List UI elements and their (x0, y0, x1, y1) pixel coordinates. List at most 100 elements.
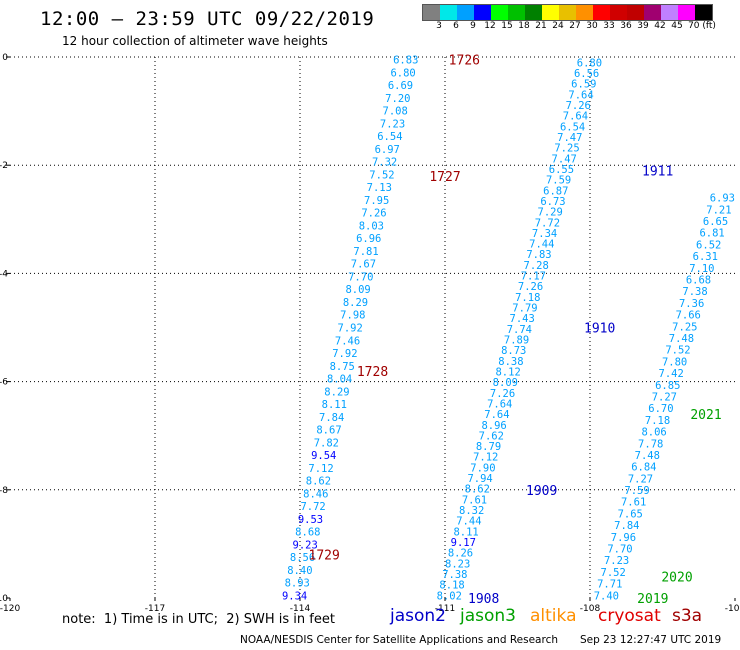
swh-value-label: 6.93 (710, 193, 735, 205)
swh-value-label: 7.71 (597, 579, 622, 591)
swh-value-label: 6.65 (703, 216, 728, 228)
swh-value-label: 7.59 (624, 485, 649, 497)
swh-value-label: 8.40 (287, 565, 312, 577)
swh-value-label: 7.27 (652, 391, 677, 403)
swh-value-label: 7.52 (601, 567, 626, 579)
swh-value-label: 7.65 (618, 508, 643, 520)
colorbar-label: 30 (586, 21, 598, 31)
legend-cryosat: cryosat (598, 606, 661, 626)
swh-value-label: 7.47 (552, 153, 577, 165)
swh-value-label: 7.12 (473, 452, 498, 464)
page-subtitle: 12 hour collection of altimeter wave hei… (62, 34, 328, 48)
colorbar-label: 36 (620, 21, 632, 31)
swh-value-label: 7.27 (628, 473, 653, 485)
swh-value-label: 7.38 (682, 286, 707, 298)
colorbar-label: 33 (603, 21, 615, 31)
swh-value-label: 7.70 (607, 544, 632, 556)
swh-value-label: 7.44 (529, 239, 554, 251)
swh-value-label: 7.36 (679, 298, 704, 310)
time-label: 2019 (637, 592, 668, 607)
swh-value-label: 8.79 (476, 441, 501, 453)
swh-value-label: 8.62 (306, 476, 331, 488)
swh-value-label: 7.98 (340, 310, 365, 322)
colorbar-swatch (678, 5, 695, 20)
swh-value-label: 7.12 (308, 463, 333, 475)
x-tick-label: -120 (0, 604, 20, 614)
swh-value-label: 9.17 (451, 537, 476, 549)
swh-value-label: 7.08 (383, 106, 408, 118)
swh-value-label: 8.32 (459, 505, 484, 517)
swh-value-label: 7.64 (487, 398, 512, 410)
swh-value-label: 6.69 (388, 80, 413, 92)
swh-value-label: 9.34 (282, 590, 307, 602)
swh-value-label: 8.09 (345, 284, 370, 296)
colorbar-swatch (525, 5, 542, 20)
colorbar-label: 6 (453, 21, 459, 31)
swh-value-label: 7.64 (563, 111, 588, 123)
time-label: 2020 (661, 570, 692, 585)
colorbar-swatch (644, 5, 661, 20)
x-tick-label: -108 (580, 604, 601, 614)
colorbar-swatch (695, 5, 712, 20)
swh-value-label: 7.18 (515, 292, 540, 304)
swh-value-label: 7.67 (351, 259, 376, 271)
swh-value-label: 6.97 (375, 144, 400, 156)
swh-value-label: 9.54 (311, 450, 336, 462)
swh-value-label: 7.44 (456, 516, 481, 528)
time-label: 1726 (449, 54, 480, 69)
swh-value-label: 8.06 (641, 427, 666, 439)
swh-value-label: 7.84 (614, 520, 639, 532)
swh-value-label: 7.42 (659, 368, 684, 380)
swh-value-label: 8.62 (465, 484, 490, 496)
swh-value-label: 7.62 (479, 430, 504, 442)
swh-value-label: 7.83 (526, 249, 551, 261)
swh-value-label: 8.68 (295, 527, 320, 539)
swh-value-label: 6.54 (560, 121, 585, 133)
swh-value-label: 7.52 (369, 169, 394, 181)
swh-value-label: 7.64 (568, 89, 593, 101)
swh-value-label: 8.04 (327, 374, 352, 386)
swh-value-label: 6.55 (549, 164, 574, 176)
colorbar (422, 4, 713, 21)
swh-value-label: 7.81 (353, 246, 378, 258)
swh-value-label: 6.59 (571, 79, 596, 91)
colorbar-label: 18 (518, 21, 530, 31)
swh-value-label: 8.29 (343, 297, 368, 309)
swh-value-label: 8.56 (290, 552, 315, 564)
colorbar-swatch (508, 5, 525, 20)
swh-value-label: 6.56 (574, 68, 599, 80)
swh-value-label: 7.28 (524, 260, 549, 272)
swh-value-label: 6.87 (543, 185, 568, 197)
swh-value-label: 6.85 (655, 380, 680, 392)
swh-value-label: 8.38 (498, 356, 523, 368)
x-tick-label: -105 (725, 604, 740, 614)
swh-value-label: 7.23 (604, 555, 629, 567)
colorbar-label: 70 (ft) (688, 21, 716, 31)
swh-value-label: 7.92 (338, 323, 363, 335)
swh-value-label: 7.43 (510, 313, 535, 325)
colorbar-swatch (491, 5, 508, 20)
swh-value-label: 7.26 (490, 388, 515, 400)
colorbar-swatch (542, 5, 559, 20)
swh-value-label: 8.11 (453, 526, 478, 538)
swh-value-label: 6.31 (693, 251, 718, 263)
swh-value-label: 8.09 (493, 377, 518, 389)
swh-value-label: 7.26 (361, 208, 386, 220)
colorbar-swatch (440, 5, 457, 20)
swh-value-label: 8.18 (439, 580, 464, 592)
swh-value-label: 7.95 (364, 195, 389, 207)
swh-value-label: 7.66 (676, 310, 701, 322)
y-tick-label: 0 (2, 53, 8, 63)
swh-value-label: 7.46 (335, 335, 360, 347)
swh-value-label: 7.18 (645, 415, 670, 427)
time-label: 1729 (309, 549, 340, 564)
swh-value-label: 8.46 (303, 488, 328, 500)
swh-value-label: 7.25 (672, 321, 697, 333)
swh-value-label: 7.29 (538, 207, 563, 219)
y-tick-label: -2 (0, 161, 8, 171)
legend-s3a: s3a (672, 606, 703, 626)
swh-value-label: 6.83 (393, 55, 418, 67)
swh-value-label: 7.26 (566, 100, 591, 112)
swh-value-label: 7.84 (319, 412, 344, 424)
